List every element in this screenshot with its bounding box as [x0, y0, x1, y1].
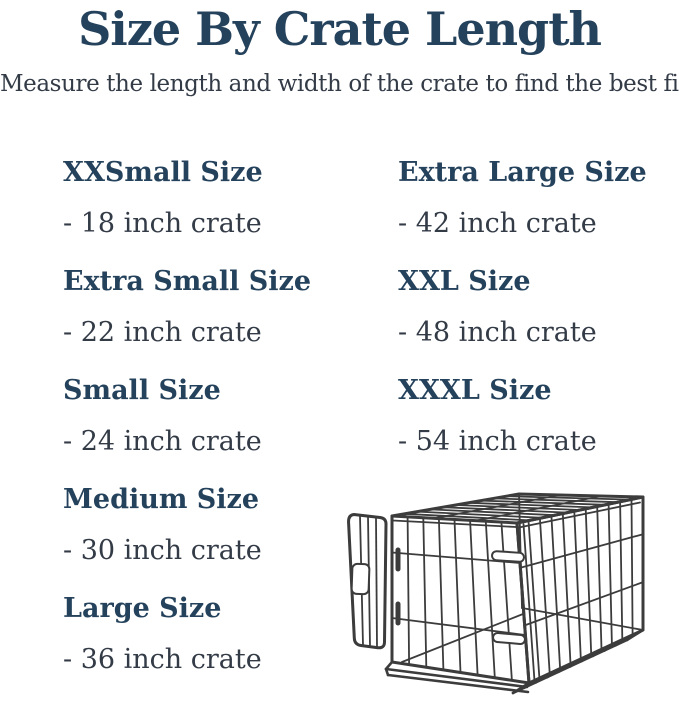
size-name: XXXL Size [398, 375, 552, 406]
size-item-small: Small Size - 24 inch crate [63, 374, 383, 459]
size-name: Extra Small Size [63, 266, 312, 297]
size-item-xxl: XXL Size - 48 inch crate [398, 265, 679, 350]
size-column-left: XXSmall Size - 18 inch crate Extra Small… [63, 156, 383, 701]
size-detail: - 18 inch crate [63, 208, 262, 239]
wire-crate-illustration [330, 466, 674, 697]
size-name: XXL Size [398, 266, 531, 297]
size-item-xxxl: XXXL Size - 54 inch crate [398, 374, 679, 459]
size-item-extra-small: Extra Small Size - 22 inch crate [63, 265, 383, 350]
size-detail: - 24 inch crate [63, 426, 262, 457]
wire-crate-icon [347, 492, 645, 695]
size-name: XXSmall Size [63, 157, 263, 188]
size-detail: - 30 inch crate [63, 535, 262, 566]
size-item-large: Large Size - 36 inch crate [63, 592, 383, 677]
size-detail: - 22 inch crate [63, 317, 262, 348]
size-detail: - 42 inch crate [398, 208, 597, 239]
size-name: Large Size [63, 593, 222, 624]
size-name: Extra Large Size [398, 157, 647, 188]
size-name: Small Size [63, 375, 221, 406]
size-item-medium: Medium Size - 30 inch crate [63, 483, 383, 568]
size-detail: - 54 inch crate [398, 426, 597, 457]
size-detail: - 36 inch crate [63, 644, 262, 675]
size-item-extra-large: Extra Large Size - 42 inch crate [398, 156, 679, 241]
size-item-xxsmall: XXSmall Size - 18 inch crate [63, 156, 383, 241]
page-subtitle: Measure the length and width of the crat… [0, 71, 679, 97]
size-detail: - 48 inch crate [398, 317, 597, 348]
size-column-right: Extra Large Size - 42 inch crate XXL Siz… [398, 156, 679, 483]
size-name: Medium Size [63, 484, 260, 515]
page-title: Size By Crate Length [78, 2, 602, 56]
